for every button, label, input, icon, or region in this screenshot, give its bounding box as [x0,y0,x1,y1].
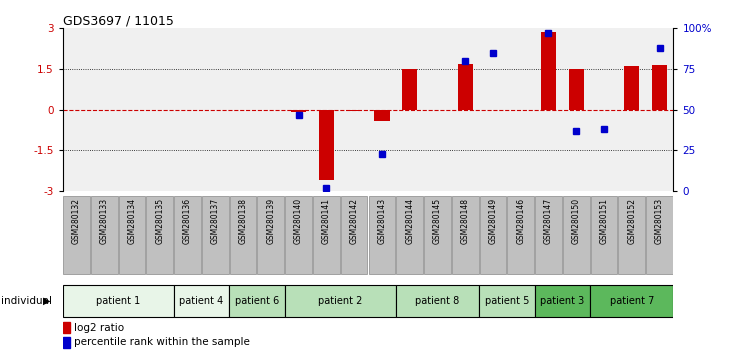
Text: patient 8: patient 8 [415,296,459,306]
Bar [458,64,473,110]
Text: ▶: ▶ [43,296,50,306]
Bar [63,322,70,333]
Text: GSM280140: GSM280140 [294,198,303,244]
FancyBboxPatch shape [229,285,285,317]
Text: GSM280141: GSM280141 [322,198,331,244]
FancyBboxPatch shape [452,196,478,274]
FancyBboxPatch shape [396,285,479,317]
Text: patient 5: patient 5 [484,296,529,306]
FancyBboxPatch shape [118,196,145,274]
FancyBboxPatch shape [313,196,340,274]
FancyBboxPatch shape [146,196,173,274]
FancyBboxPatch shape [591,196,618,274]
Text: GSM280135: GSM280135 [155,198,164,244]
FancyBboxPatch shape [91,196,118,274]
FancyBboxPatch shape [563,196,590,274]
FancyBboxPatch shape [63,285,174,317]
Text: patient 1: patient 1 [96,296,141,306]
Bar [652,65,668,110]
Bar [319,110,334,180]
Text: GSM280149: GSM280149 [489,198,498,244]
Text: GSM280150: GSM280150 [572,198,581,244]
Bar [63,337,70,348]
Bar [347,110,362,111]
FancyBboxPatch shape [341,196,367,274]
FancyBboxPatch shape [63,196,90,274]
Text: GSM280138: GSM280138 [238,198,247,244]
FancyBboxPatch shape [535,196,562,274]
Text: GSM280142: GSM280142 [350,198,358,244]
FancyBboxPatch shape [202,196,229,274]
FancyBboxPatch shape [424,196,450,274]
FancyBboxPatch shape [480,196,506,274]
Text: GSM280136: GSM280136 [183,198,192,244]
Text: log2 ratio: log2 ratio [74,322,124,332]
Text: GSM280145: GSM280145 [433,198,442,244]
Text: GSM280139: GSM280139 [266,198,275,244]
Text: GSM280137: GSM280137 [210,198,220,244]
Bar [624,66,640,110]
FancyBboxPatch shape [479,285,534,317]
Text: GSM280143: GSM280143 [378,198,386,244]
FancyBboxPatch shape [230,196,256,274]
Text: GSM280146: GSM280146 [516,198,526,244]
Bar [402,69,417,110]
FancyBboxPatch shape [507,196,534,274]
Text: GSM280134: GSM280134 [127,198,136,244]
Text: patient 2: patient 2 [318,296,362,306]
Text: GSM280148: GSM280148 [461,198,470,244]
Text: patient 7: patient 7 [609,296,654,306]
Text: individual: individual [1,296,52,306]
Text: percentile rank within the sample: percentile rank within the sample [74,337,250,348]
Bar [374,110,389,121]
Bar [541,33,556,110]
Text: GSM280133: GSM280133 [99,198,109,244]
FancyBboxPatch shape [369,196,395,274]
FancyBboxPatch shape [174,285,229,317]
FancyBboxPatch shape [618,196,645,274]
FancyBboxPatch shape [174,196,201,274]
FancyBboxPatch shape [534,285,590,317]
Bar [291,110,306,112]
Text: patient 3: patient 3 [540,296,584,306]
FancyBboxPatch shape [258,196,284,274]
Text: GDS3697 / 11015: GDS3697 / 11015 [63,14,174,27]
Text: patient 6: patient 6 [235,296,279,306]
Bar [569,69,584,110]
FancyBboxPatch shape [396,196,423,274]
Text: GSM280144: GSM280144 [405,198,414,244]
Text: patient 4: patient 4 [180,296,224,306]
Text: GSM280147: GSM280147 [544,198,553,244]
Text: GSM280153: GSM280153 [655,198,664,244]
FancyBboxPatch shape [285,285,396,317]
FancyBboxPatch shape [590,285,673,317]
FancyBboxPatch shape [646,196,673,274]
Text: GSM280152: GSM280152 [627,198,637,244]
Text: GSM280132: GSM280132 [72,198,81,244]
Text: GSM280151: GSM280151 [600,198,609,244]
FancyBboxPatch shape [286,196,312,274]
